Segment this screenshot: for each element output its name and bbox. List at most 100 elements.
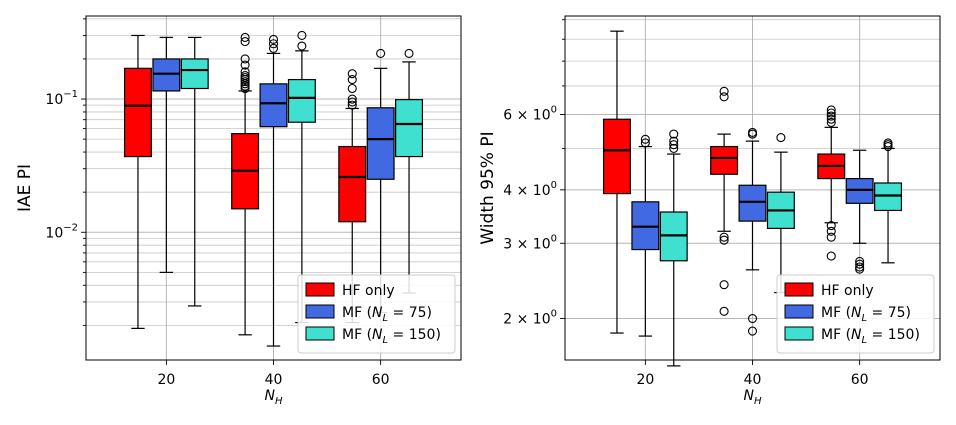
box-3-cat-20 [180,36,209,307]
box-iqr [738,184,767,222]
right-legend: HF only MF (NL = 75) MF (NL = 150) [776,274,935,354]
y-tick-label-exponent: −2 [63,222,78,233]
x-tick-label: 60 [851,372,869,388]
x-tick-label: 20 [636,372,654,388]
box-3-cat-60 [395,48,424,294]
y-tick-label: 4 × 100 [503,180,557,199]
box-1-cat-20 [602,30,631,334]
legend-swatch [784,326,814,341]
box-iqr [259,83,288,128]
box-1-cat-20 [123,34,152,329]
box-3-cat-40 [766,133,795,294]
left-y-axis-label: IAE PI [15,164,35,212]
x-tick-label: 40 [744,372,762,388]
outlier-point [240,32,250,42]
outlier-point [268,34,279,45]
y-tick-label-base: 6 × 10 [503,108,550,124]
right-x-label-sub: H [754,396,762,407]
x-tick-label: 60 [372,372,390,388]
outlier-point [240,81,250,91]
outlier-point [719,280,729,290]
box-1-cat-40 [231,32,260,336]
y-tick-label-exponent: 0 [551,105,557,116]
box-2-cat-20 [631,134,660,337]
y-tick-label-base: 4 × 10 [503,183,550,199]
legend-label-part: N [851,305,862,321]
outlier-point [347,97,357,107]
legend-label-part: L [862,335,868,346]
outlier-point [826,117,836,127]
y-tick-label-exponent: 0 [551,309,557,320]
outlier-point [240,60,250,70]
right-x-label-base: N [743,388,754,404]
y-tick-label-exponent: 0 [551,180,557,191]
right-x-axis-label: NH [743,388,761,407]
box-iqr [180,58,209,90]
y-tick-label-base: 3 × 10 [503,236,550,252]
left-boxes [123,30,424,347]
y-tick-label-exponent: 0 [551,233,557,244]
outlier-point [347,100,357,110]
legend-swatch [305,282,335,297]
box-iqr [874,182,903,212]
outlier-point [776,133,786,143]
legend-label-part: = 75) [867,305,911,321]
box-2-cat-60 [366,48,395,314]
outlier-point [240,83,250,94]
box-iqr [366,107,395,180]
box-iqr [287,78,316,123]
y-tick-label-base: 2 × 10 [503,312,550,328]
legend-label: MF (NL = 75) [821,305,911,324]
box-2-cat-20 [152,36,181,273]
outlier-point [826,108,836,118]
outlier-point [297,30,307,41]
outlier-point [268,39,279,49]
outlier-point [883,140,893,150]
outlier-point [719,86,729,96]
outlier-point [826,221,836,231]
y-tick-label-base: 10 [45,225,63,241]
legend-label-part: MF ( [342,327,372,343]
box-2-cat-60 [845,149,874,274]
legend-swatch [305,326,335,341]
legend-label-part: = 150) [867,327,920,343]
outlier-point [855,259,865,269]
left-x-label-sub: H [275,396,283,407]
outlier-point [669,143,679,153]
y-tick-label-base: 10 [45,92,63,108]
box-2-cat-40 [259,34,288,347]
box-iqr [710,145,739,175]
outlier-point [376,48,386,58]
outlier-point [719,306,729,316]
legend-frame [297,274,456,354]
legend-label-part: N [372,327,383,343]
outlier-point [719,92,729,102]
outlier-point [297,41,307,51]
x-tick-label: 40 [265,372,283,388]
outlier-point [669,136,679,146]
outlier-point [268,43,279,53]
outlier-point [240,71,250,81]
legend-label: HF only [821,283,874,299]
box-3-cat-20 [659,129,688,367]
legend-label: MF (NL = 150) [821,327,920,346]
box-3-cat-60 [874,138,903,264]
left-ticks: 10−110−220 40 60 [45,18,390,388]
legend-label: MF (NL = 75) [342,305,432,324]
box-1-cat-40 [710,86,739,316]
y-tick-label: 6 × 100 [503,105,557,124]
legend-swatch [784,304,814,319]
outlier-point [719,235,729,245]
outlier-point [240,54,250,64]
outlier-point [640,138,650,148]
right-y-axis-label: Width 95% PI [478,131,498,244]
legend-frame [776,274,935,354]
outlier-point [826,111,836,121]
outlier-point [240,67,250,77]
outlier-point [855,264,865,274]
legend-label-part: = 75) [388,305,432,321]
